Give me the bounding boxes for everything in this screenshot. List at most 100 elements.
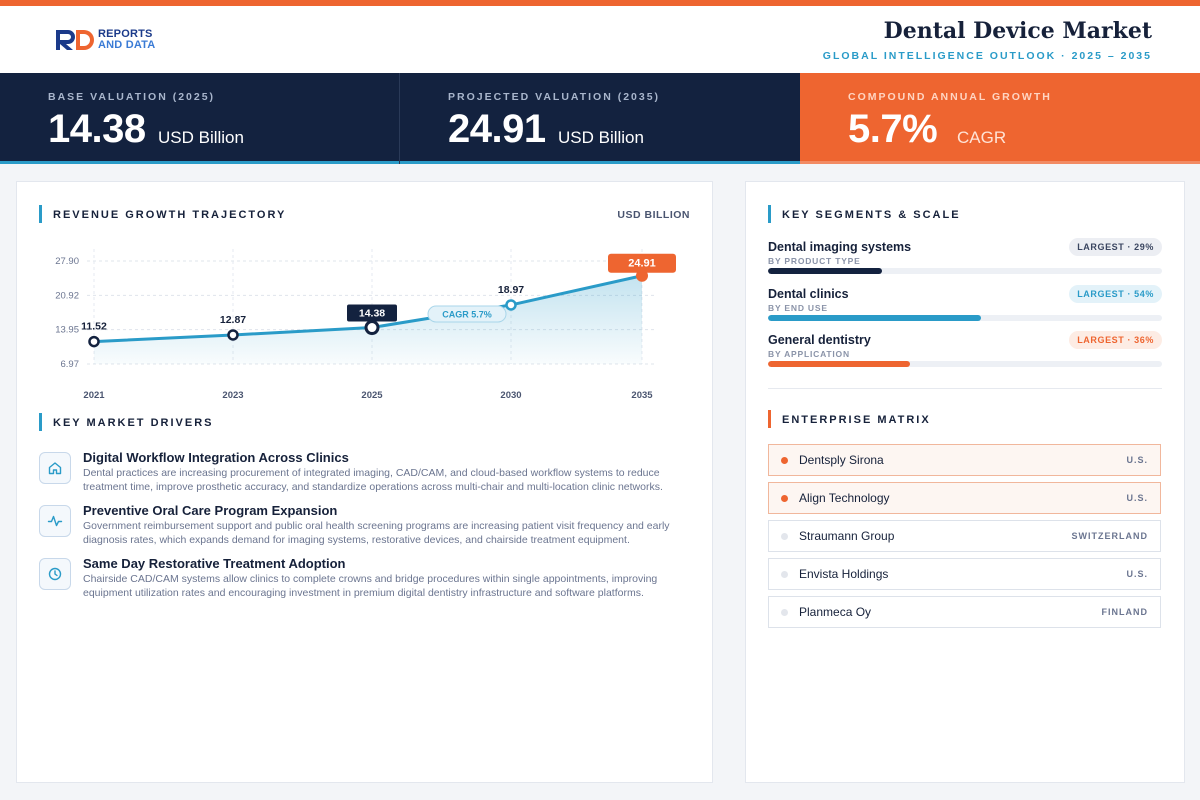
segment-share-badge: LARGEST · 36% bbox=[1069, 331, 1162, 349]
y-tick-label: 13.95 bbox=[55, 325, 79, 336]
kpi-strip bbox=[0, 161, 399, 164]
segment-bar-fill bbox=[768, 268, 883, 274]
data-point bbox=[636, 269, 648, 282]
kpi-base-valuation: BASE VALUATION (2025) 14.38 USD Billion bbox=[0, 73, 400, 164]
kpi-value: 5.7% bbox=[848, 107, 938, 151]
data-point bbox=[88, 335, 100, 348]
company-name: Planmeca Oy bbox=[799, 605, 872, 619]
segment-category: BY APPLICATION bbox=[768, 349, 850, 359]
company-name: Dentsply Sirona bbox=[799, 453, 884, 467]
x-tick-label: 2035 bbox=[631, 390, 653, 401]
segment-name: Dental clinics bbox=[768, 287, 849, 301]
status-dot bbox=[781, 571, 788, 578]
clock-icon bbox=[39, 558, 71, 590]
x-tick-label: 2021 bbox=[83, 390, 105, 401]
y-tick-label: 27.90 bbox=[55, 256, 79, 267]
segment-share-badge: LARGEST · 54% bbox=[1069, 285, 1162, 303]
company-name: Straumann Group bbox=[799, 529, 895, 543]
kpi-strip bbox=[400, 161, 800, 164]
driver-title: Digital Workflow Integration Across Clin… bbox=[83, 450, 349, 465]
y-tick-label: 6.97 bbox=[61, 359, 80, 370]
enterprise-title: ENTERPRISE MATRIX bbox=[782, 414, 931, 426]
logo-icon bbox=[56, 30, 94, 50]
pulse-icon bbox=[39, 505, 71, 537]
data-label-box bbox=[347, 304, 397, 322]
drivers-title: KEY MARKET DRIVERS bbox=[53, 417, 214, 429]
data-point bbox=[505, 299, 517, 311]
kpi-cagr: COMPOUND ANNUAL GROWTH 5.7% CAGR bbox=[800, 73, 1200, 164]
right-panel: KEY SEGMENTS & SCALE Dental imaging syst… bbox=[745, 181, 1185, 783]
brand-line-1: REPORTS bbox=[98, 28, 153, 40]
section-marker bbox=[39, 413, 42, 431]
company-country: U.S. bbox=[1126, 455, 1148, 465]
company-name: Align Technology bbox=[799, 491, 890, 505]
company-country: SWITZERLAND bbox=[1071, 531, 1148, 541]
data-label: 18.97 bbox=[498, 284, 524, 296]
data-point bbox=[227, 329, 239, 341]
status-dot bbox=[781, 495, 788, 502]
page-header: REPORTS AND DATA Dental Device Market GL… bbox=[0, 6, 1200, 73]
segment-share-badge: LARGEST · 29% bbox=[1069, 238, 1162, 256]
company-country: U.S. bbox=[1126, 569, 1148, 579]
segment-category: BY PRODUCT TYPE bbox=[768, 256, 861, 266]
kpi-label: COMPOUND ANNUAL GROWTH bbox=[848, 91, 1052, 103]
driver-description: Dental practices are increasing procurem… bbox=[83, 467, 663, 493]
section-marker bbox=[768, 410, 771, 428]
status-dot bbox=[781, 457, 788, 464]
x-tick-label: 2030 bbox=[500, 390, 521, 401]
kpi-unit: CAGR bbox=[957, 128, 1007, 147]
data-label: 24.91 bbox=[628, 258, 656, 270]
company-country: FINLAND bbox=[1101, 607, 1148, 617]
cagr-annotation: CAGR 5.7% bbox=[442, 310, 492, 320]
segment-bar-fill bbox=[768, 315, 981, 321]
page-subtitle: GLOBAL INTELLIGENCE OUTLOOK · 2025 – 203… bbox=[822, 50, 1152, 62]
segment-name: General dentistry bbox=[768, 333, 871, 347]
x-tick-label: 2025 bbox=[361, 390, 383, 401]
page-title: Dental Device Market bbox=[883, 18, 1152, 44]
driver-description: Government reimbursement support and pub… bbox=[83, 520, 670, 546]
segment-name: Dental imaging systems bbox=[768, 240, 912, 254]
segment-category: BY END USE bbox=[768, 303, 828, 313]
section-divider bbox=[768, 388, 1162, 389]
revenue-chart: 27.90 20.92 13.95 6.97 2021 2023 2025 2030 2035 1… bbox=[55, 249, 676, 401]
trajectory-title: REVENUE GROWTH TRAJECTORY bbox=[53, 209, 287, 221]
section-marker bbox=[39, 205, 42, 223]
series-area bbox=[94, 275, 642, 364]
cagr-annotation-pill bbox=[427, 305, 507, 323]
brand-name: REPORTS AND DATA bbox=[98, 29, 155, 51]
status-dot bbox=[781, 533, 788, 540]
data-label: 12.87 bbox=[220, 314, 246, 326]
kpi-value: 14.38 bbox=[48, 107, 146, 151]
segment-bar-track bbox=[768, 268, 1162, 274]
data-label: 11.52 bbox=[81, 321, 107, 333]
driver-description: Chairside CAD/CAM systems allow clinics … bbox=[83, 573, 658, 599]
kpi-label: PROJECTED VALUATION (2035) bbox=[448, 91, 661, 103]
enterprise-row[interactable]: Envista Holdings U.S. bbox=[768, 558, 1161, 590]
top-accent-bar bbox=[0, 0, 1200, 6]
brand-line-2: AND DATA bbox=[98, 39, 156, 51]
company-name: Envista Holdings bbox=[799, 567, 889, 581]
kpi-unit: USD Billion bbox=[158, 128, 244, 147]
kpi-label: BASE VALUATION (2025) bbox=[48, 91, 216, 103]
data-label-box bbox=[608, 253, 676, 273]
segment-bar-track bbox=[768, 315, 1162, 321]
enterprise-row[interactable]: Straumann Group SWITZERLAND bbox=[768, 520, 1161, 552]
segment-bar-track bbox=[768, 361, 1162, 367]
enterprise-row[interactable]: Planmeca Oy FINLAND bbox=[768, 596, 1161, 628]
enterprise-row[interactable]: Dentsply Sirona U.S. bbox=[768, 444, 1161, 476]
segment-bar-fill bbox=[768, 361, 910, 367]
y-tick-label: 20.92 bbox=[55, 290, 79, 301]
enterprise-row[interactable]: Align Technology U.S. bbox=[768, 482, 1161, 514]
left-panel: REVENUE GROWTH TRAJECTORY USD BILLION 27… bbox=[16, 181, 713, 783]
kpi-projected-valuation: PROJECTED VALUATION (2035) 24.91 USD Bil… bbox=[400, 73, 800, 164]
data-point bbox=[364, 320, 380, 336]
status-dot bbox=[781, 609, 788, 616]
kpi-unit: USD Billion bbox=[558, 128, 644, 147]
units-label: USD BILLION bbox=[617, 209, 690, 221]
data-label: 14.38 bbox=[359, 308, 385, 320]
segments-title: KEY SEGMENTS & SCALE bbox=[782, 209, 961, 221]
x-tick-label: 2023 bbox=[222, 390, 243, 401]
kpi-value: 24.91 bbox=[448, 107, 546, 151]
brand-logo: REPORTS AND DATA bbox=[54, 28, 155, 52]
company-country: U.S. bbox=[1126, 493, 1148, 503]
